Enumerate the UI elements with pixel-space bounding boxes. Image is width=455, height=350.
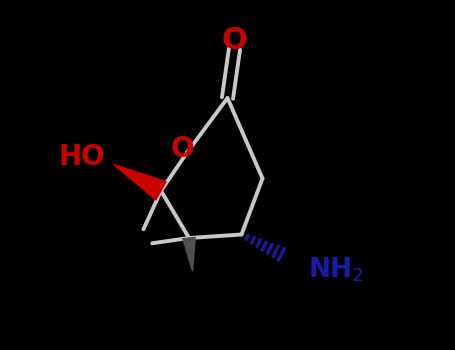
Text: NH$_2$: NH$_2$ — [308, 255, 364, 284]
Text: O: O — [222, 26, 248, 55]
Polygon shape — [183, 237, 195, 271]
Polygon shape — [114, 164, 166, 200]
Text: O: O — [170, 135, 194, 163]
Text: HO: HO — [59, 144, 106, 172]
